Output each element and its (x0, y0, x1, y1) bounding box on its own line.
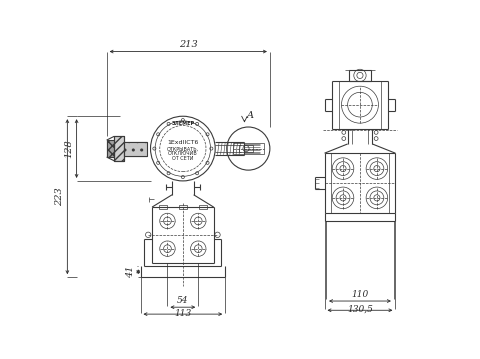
Text: ОТКЛЮЧИВ: ОТКЛЮЧИВ (168, 151, 198, 157)
Text: 1ExdIICT6: 1ExdIICT6 (167, 140, 199, 145)
Text: 213: 213 (179, 40, 198, 49)
Bar (114, 136, 123, 161)
Text: 41: 41 (126, 266, 135, 278)
Bar (239, 145, 253, 151)
Bar (349, 70, 371, 81)
Text: ОТКРЫВАТЬ,: ОТКРЫВАТЬ, (167, 147, 199, 152)
Text: 54: 54 (177, 296, 189, 305)
Bar (107, 140, 114, 157)
Bar (114, 136, 123, 161)
Bar (179, 205, 187, 209)
Text: 223: 223 (55, 187, 64, 206)
Text: 130,5: 130,5 (347, 305, 373, 314)
Text: ОТ СЕТИ: ОТ СЕТИ (172, 156, 193, 161)
Bar (159, 205, 167, 209)
Text: ЭЛЕМЕР: ЭЛЕМЕР (171, 121, 194, 126)
Text: 110: 110 (351, 290, 369, 299)
Text: 128: 128 (64, 139, 73, 158)
Bar (233, 143, 264, 154)
Bar (123, 142, 147, 155)
Text: 113: 113 (174, 309, 192, 318)
Bar (199, 205, 207, 209)
Text: A: A (246, 111, 253, 120)
